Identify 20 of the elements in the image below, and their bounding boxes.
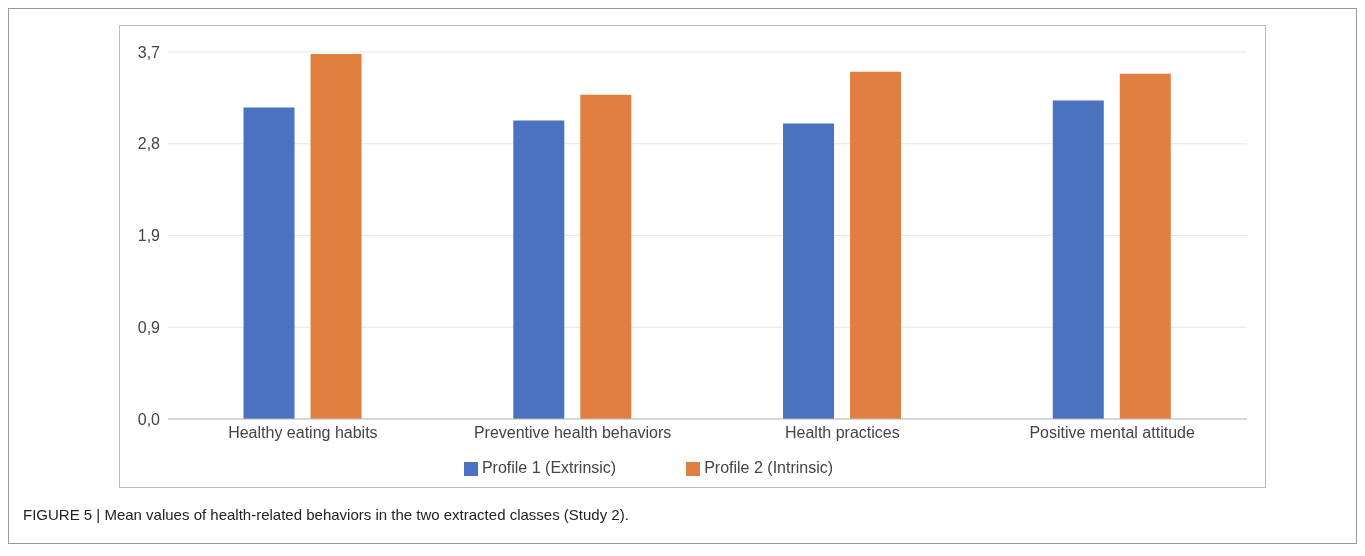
- x-tick-label: Health practices: [785, 424, 900, 442]
- y-tick-label: 0,9: [137, 318, 161, 336]
- y-tick-label: 2,8: [137, 135, 161, 153]
- legend-label: Profile 2 (Intrinsic): [704, 459, 834, 476]
- bar: [513, 120, 565, 419]
- bar: [310, 53, 362, 419]
- bar: [580, 94, 632, 419]
- caption: FIGURE 5 | Mean values of health-related behaviors in the two extracted classes (Study 2).: [23, 506, 629, 523]
- bar: [243, 107, 295, 419]
- x-tick-label: Healthy eating habits: [228, 424, 378, 442]
- legend-label: Profile 1 (Extrinsic): [481, 459, 617, 476]
- x-tick-label: Preventive health behaviors: [473, 424, 672, 442]
- y-tick-label: 3,7: [137, 43, 161, 61]
- bar: [1052, 100, 1104, 419]
- y-tick-label: 0,0: [137, 410, 161, 428]
- bar: [1119, 73, 1171, 419]
- y-tick-label: 1,9: [137, 227, 161, 245]
- bar: [783, 123, 835, 419]
- x-tick-label: Positive mental attitude: [1029, 424, 1195, 442]
- bar: [850, 71, 902, 419]
